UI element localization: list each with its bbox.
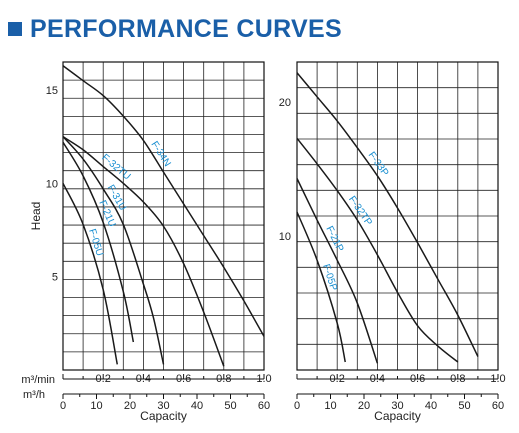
curve-f-05p (296, 211, 346, 363)
x-tick-label-m3h: 30 (157, 400, 169, 412)
x-axis-title: Capacity (140, 409, 187, 423)
page-title: PERFORMANCE CURVES (30, 14, 342, 43)
x-tick-label-m3min: 0.6 (176, 373, 191, 385)
curve-f-31u (62, 136, 165, 365)
x-tick-label-m3h: 40 (425, 400, 437, 412)
x-tick-label-m3h: 0 (60, 400, 66, 412)
curve-f-33p (296, 72, 479, 357)
title-bar: PERFORMANCE CURVES (8, 14, 342, 44)
x-tick-label-m3h: 20 (358, 400, 370, 412)
x-tick-label-m3min: 0.8 (216, 373, 231, 385)
x-axis-unit-m3min: m³/min (21, 374, 55, 386)
plot-frame (296, 61, 499, 371)
x-tick-label-m3min: 0.2 (96, 373, 111, 385)
x-tick-label-m3h: 50 (224, 400, 236, 412)
x-tick-label-m3h: 60 (258, 400, 270, 412)
plot-frame (62, 61, 265, 371)
x-tick-label-m3h: 60 (492, 400, 504, 412)
title-square-icon (8, 22, 22, 36)
x-tick-label-m3min: 0.6 (410, 373, 425, 385)
y-tick-label: 15 (46, 85, 58, 97)
y-tick-label: 5 (52, 272, 58, 284)
x-tick-label-m3min: 0.2 (330, 373, 345, 385)
y-axis-title: Head (29, 202, 43, 231)
x-tick-label-m3min: 0.4 (370, 373, 385, 385)
x-tick-label-m3h: 0 (294, 400, 300, 412)
x-tick-label-m3h: 10 (324, 400, 336, 412)
y-tick-label: 10 (279, 231, 291, 243)
x-tick-label-m3min: 0.8 (450, 373, 465, 385)
x-tick-label-m3h: 40 (191, 400, 203, 412)
curve-f-05u (62, 183, 119, 365)
y-tick-label: 10 (46, 178, 58, 190)
curve-f-32tu (62, 136, 225, 367)
x-tick-label-m3h: 50 (458, 400, 470, 412)
curve-f-21u (62, 141, 135, 343)
x-tick-label-m3min: 1.0 (256, 373, 271, 385)
x-tick-label-m3h: 20 (124, 400, 136, 412)
x-tick-label-m3h: 10 (90, 400, 102, 412)
curve-f-21p (296, 178, 379, 364)
x-axis-title: Capacity (374, 409, 421, 423)
x-tick-label-m3min: 0.4 (136, 373, 151, 385)
chart-1: 5 10 15 Head 0.2 0.4 0.6 0.8 1.0 0 10 20 30 40 50 60 m³/… (21, 61, 272, 423)
chart-2: 10 20 0.2 0.4 0.6 0.8 1.0 0 10 20 30 40 50 60 Capacity… (279, 61, 506, 423)
x-axis-unit-m3h: m³/h (23, 389, 45, 401)
x-tick-label-m3h: 30 (391, 400, 403, 412)
y-tick-label: 20 (279, 97, 291, 109)
curve-f-34n (62, 65, 265, 337)
x-tick-label-m3min: 1.0 (490, 373, 505, 385)
curve-f-32tp (296, 137, 459, 363)
